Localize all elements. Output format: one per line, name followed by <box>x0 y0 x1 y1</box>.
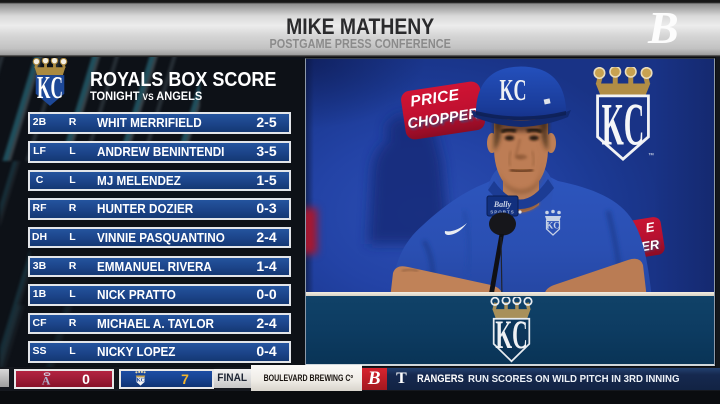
svg-text:Bally: Bally <box>493 200 512 209</box>
svg-text:KC: KC <box>500 73 527 107</box>
svg-text:KC: KC <box>546 221 560 231</box>
svg-text:KC: KC <box>495 312 527 357</box>
svg-text:KC: KC <box>602 92 645 159</box>
svg-text:KC: KC <box>136 378 144 384</box>
svg-text:SPORTS: SPORTS <box>490 210 515 215</box>
svg-text:A: A <box>42 373 51 385</box>
svg-text:KC: KC <box>37 71 63 106</box>
